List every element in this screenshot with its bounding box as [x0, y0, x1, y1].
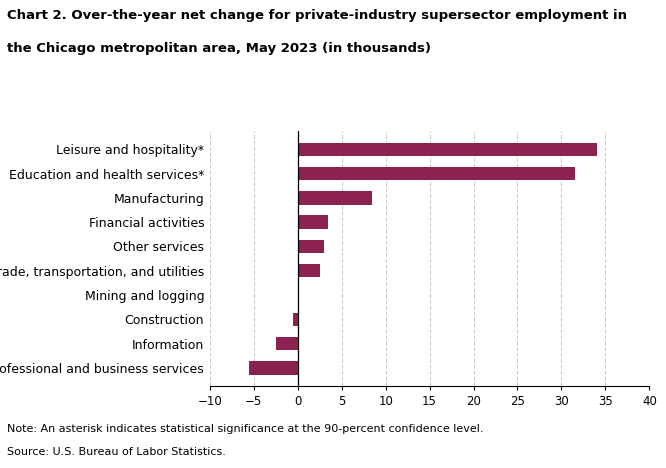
Text: Source: U.S. Bureau of Labor Statistics.: Source: U.S. Bureau of Labor Statistics.	[7, 447, 226, 457]
Bar	[298, 143, 597, 156]
Text: the Chicago metropolitan area, May 2023 (in thousands): the Chicago metropolitan area, May 2023 …	[7, 42, 431, 55]
Bar	[298, 264, 320, 278]
Text: Note: An asterisk indicates statistical significance at the 90-percent confidenc: Note: An asterisk indicates statistical …	[7, 424, 483, 433]
Bar	[249, 361, 298, 374]
Bar	[298, 215, 328, 229]
Text: Chart 2. Over-the-year net change for private-industry supersector employment in: Chart 2. Over-the-year net change for pr…	[7, 9, 627, 22]
Bar	[293, 313, 298, 326]
Bar	[276, 337, 298, 350]
Bar	[298, 240, 324, 253]
Bar	[298, 191, 372, 205]
Bar	[298, 167, 575, 180]
